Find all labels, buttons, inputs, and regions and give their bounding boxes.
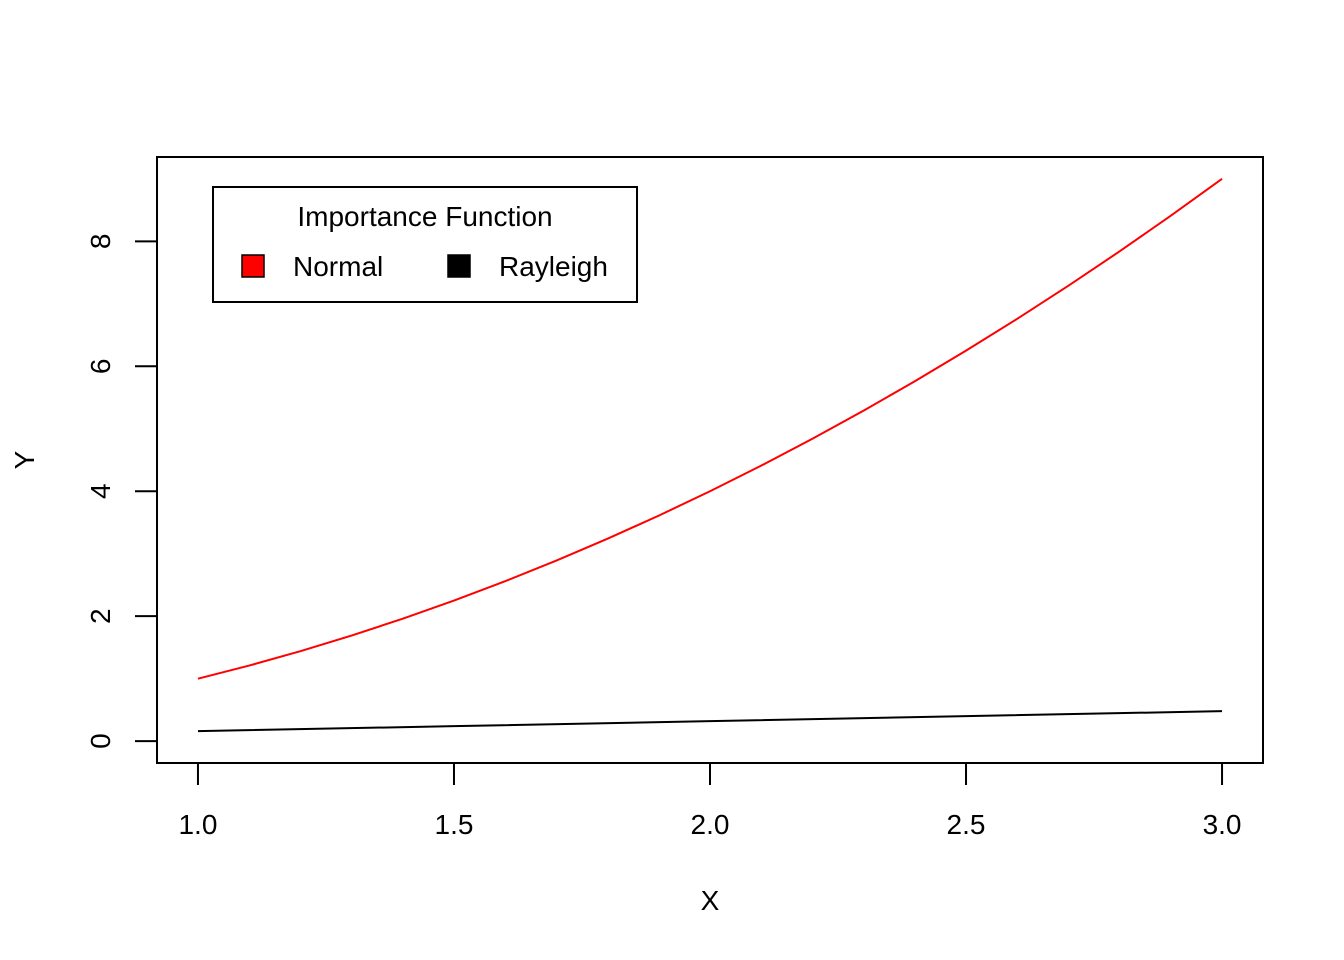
x-axis: 1.0 1.5 2.0 2.5 3.0 bbox=[178, 762, 1242, 840]
x-tick-label: 2.5 bbox=[947, 809, 986, 840]
legend-swatch-normal bbox=[241, 254, 265, 278]
legend-box bbox=[212, 186, 638, 303]
y-tick-label: 4 bbox=[85, 483, 116, 499]
legend-swatch-rayleigh bbox=[447, 254, 471, 278]
y-axis-title: Y bbox=[9, 450, 40, 469]
series-layer bbox=[197, 178, 1223, 733]
legend-title: Importance Function bbox=[297, 201, 552, 232]
y-tick-label: 6 bbox=[85, 358, 116, 374]
x-tick-label: 2.0 bbox=[691, 809, 730, 840]
legend-label-rayleigh: Rayleigh bbox=[499, 251, 608, 282]
y-tick-label: 0 bbox=[85, 733, 116, 749]
series-line-normal bbox=[197, 178, 1223, 680]
legend-label-normal: Normal bbox=[293, 251, 383, 282]
y-tick-label: 2 bbox=[85, 608, 116, 624]
x-tick-label: 1.0 bbox=[178, 809, 217, 840]
legend: Importance Function Normal Rayleigh bbox=[212, 186, 638, 303]
x-tick-label: 3.0 bbox=[1203, 809, 1242, 840]
y-axis: 0 2 4 6 8 bbox=[85, 234, 158, 749]
x-tick-label: 1.5 bbox=[435, 809, 474, 840]
series-line-rayleigh bbox=[197, 710, 1223, 733]
x-axis-title: X bbox=[701, 885, 720, 916]
y-tick-label: 8 bbox=[85, 234, 116, 250]
